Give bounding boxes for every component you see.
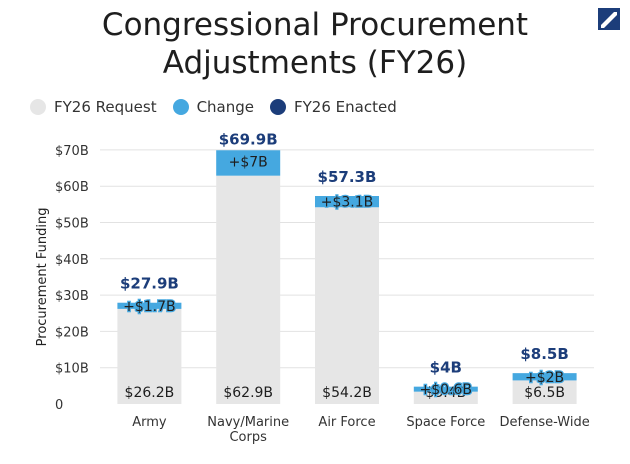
data-label-request: $54.2B bbox=[322, 385, 372, 401]
legend-label-request: FY26 Request bbox=[54, 98, 157, 116]
x-category-label: Army bbox=[132, 415, 167, 430]
data-label-change: +$1.7B bbox=[123, 299, 176, 315]
chart-legend: FY26 Request Change FY26 Enacted bbox=[30, 98, 413, 116]
x-category-label: Corps bbox=[229, 430, 267, 445]
legend-label-change: Change bbox=[196, 98, 255, 116]
data-label-request: $26.2B bbox=[125, 385, 175, 401]
y-axis-label: Procurement Funding bbox=[35, 208, 50, 347]
legend-swatch-enacted bbox=[270, 99, 287, 115]
brand-logo-icon bbox=[598, 8, 620, 30]
legend-item-change: Change bbox=[172, 98, 255, 116]
chart-title-line-2: Adjustments (FY26) bbox=[162, 45, 468, 81]
y-tick-label: $30B bbox=[55, 289, 89, 304]
y-tick-label: $60B bbox=[55, 180, 89, 195]
chart-title: Congressional Procurement Adjustments (F… bbox=[0, 6, 630, 82]
y-tick-label: $20B bbox=[55, 325, 89, 340]
bar-request bbox=[413, 391, 478, 404]
y-tick-label: $40B bbox=[55, 253, 89, 268]
data-label-request: $6.5B bbox=[524, 385, 565, 401]
data-label-request: $62.9B bbox=[223, 385, 273, 401]
bar-change bbox=[315, 196, 379, 208]
x-category-label: Navy/Marine bbox=[207, 415, 289, 430]
data-label-change: +$0.6B bbox=[420, 382, 473, 398]
y-tick-label: $70B bbox=[55, 144, 89, 159]
chart-title-line-1: Congressional Procurement bbox=[101, 7, 529, 43]
data-label-enacted: $8.5B bbox=[520, 345, 568, 363]
y-tick-label: $50B bbox=[55, 217, 89, 232]
data-label-change: +$2B bbox=[525, 370, 564, 386]
data-label-request: $3.4B bbox=[425, 385, 466, 401]
bar-request bbox=[315, 207, 379, 404]
y-tick-label: $10B bbox=[55, 362, 89, 377]
data-label-change: +$7B bbox=[229, 154, 268, 170]
legend-swatch-request bbox=[30, 99, 46, 115]
legend-label-enacted: FY26 Enacted bbox=[294, 98, 397, 116]
bar-change bbox=[512, 373, 577, 381]
data-label-change: +$3.1B bbox=[321, 195, 374, 211]
legend-swatch-change bbox=[172, 99, 189, 115]
legend-item-request: FY26 Request bbox=[30, 98, 157, 116]
y-tick-label: 0 bbox=[55, 398, 63, 413]
bar-change bbox=[216, 150, 281, 176]
bar-request bbox=[117, 308, 182, 404]
data-label-enacted: $27.9B bbox=[120, 275, 179, 293]
x-category-label: Space Force bbox=[406, 415, 485, 430]
bar-change bbox=[413, 386, 478, 392]
bar-change bbox=[117, 302, 182, 309]
data-label-enacted: $69.9B bbox=[219, 130, 278, 148]
data-label-enacted: $4B bbox=[430, 359, 462, 377]
x-category-label: Defense-Wide bbox=[500, 415, 590, 430]
x-category-label: Air Force bbox=[318, 415, 375, 430]
bar-request bbox=[216, 175, 281, 404]
data-label-enacted: $57.3B bbox=[318, 168, 377, 186]
bar-request bbox=[512, 380, 577, 404]
legend-item-enacted: FY26 Enacted bbox=[270, 98, 397, 116]
